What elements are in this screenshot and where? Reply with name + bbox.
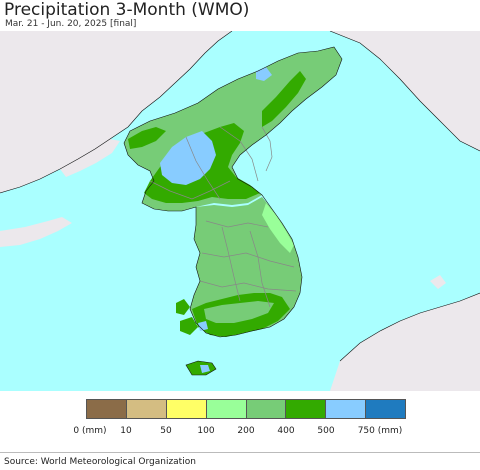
south-coast-inner — [204, 301, 274, 323]
east-coast-lighter — [262, 203, 294, 253]
legend-swatch-100-200 — [206, 400, 247, 418]
legend-label-50: 50 — [160, 426, 172, 436]
footer-divider — [0, 452, 480, 453]
southwest-islands — [180, 317, 198, 335]
precipitation-map — [0, 31, 480, 391]
northeast-wet-spot — [256, 67, 272, 81]
coastlines — [0, 31, 480, 376]
legend-label-200: 200 — [237, 426, 255, 436]
legend-color-bar — [86, 399, 406, 419]
northeast-heavy-strip — [262, 71, 306, 127]
legend-swatch-200-400 — [246, 400, 287, 418]
legend-label-500: 500 — [317, 426, 335, 436]
west-islands — [176, 299, 190, 315]
russia-land — [330, 31, 480, 151]
japan-island — [430, 275, 446, 289]
west-coast-heavy — [128, 127, 166, 149]
legend-label-0: 0 (mm) — [73, 426, 107, 436]
legend-swatch-0-10 — [87, 400, 127, 418]
japan-land — [330, 293, 480, 391]
legend-swatch-10-50 — [126, 400, 167, 418]
legend-label-10: 10 — [120, 426, 132, 436]
map-title: Precipitation 3-Month (WMO) — [4, 0, 250, 20]
map-subtitle: Mar. 21 - Jun. 20, 2025 [final] — [5, 19, 137, 29]
legend-swatch-500-750 — [326, 400, 367, 418]
liaodong-land — [60, 139, 120, 177]
shandong-land — [0, 217, 72, 247]
legend-swatch-750-plus — [366, 400, 405, 418]
legend-label-100: 100 — [197, 426, 215, 436]
south-wet-spot — [198, 321, 208, 331]
source-credit: Source: World Meteorological Organizatio… — [4, 457, 196, 467]
legend-label-400: 400 — [277, 426, 295, 436]
legend-swatch-50-100 — [166, 400, 207, 418]
china-land — [0, 31, 232, 193]
jeju-wet-spot — [200, 365, 210, 373]
legend-label-750: 750 (mm) — [357, 426, 403, 436]
legend-swatch-400-500 — [286, 400, 327, 418]
province-boundaries — [149, 126, 297, 308]
